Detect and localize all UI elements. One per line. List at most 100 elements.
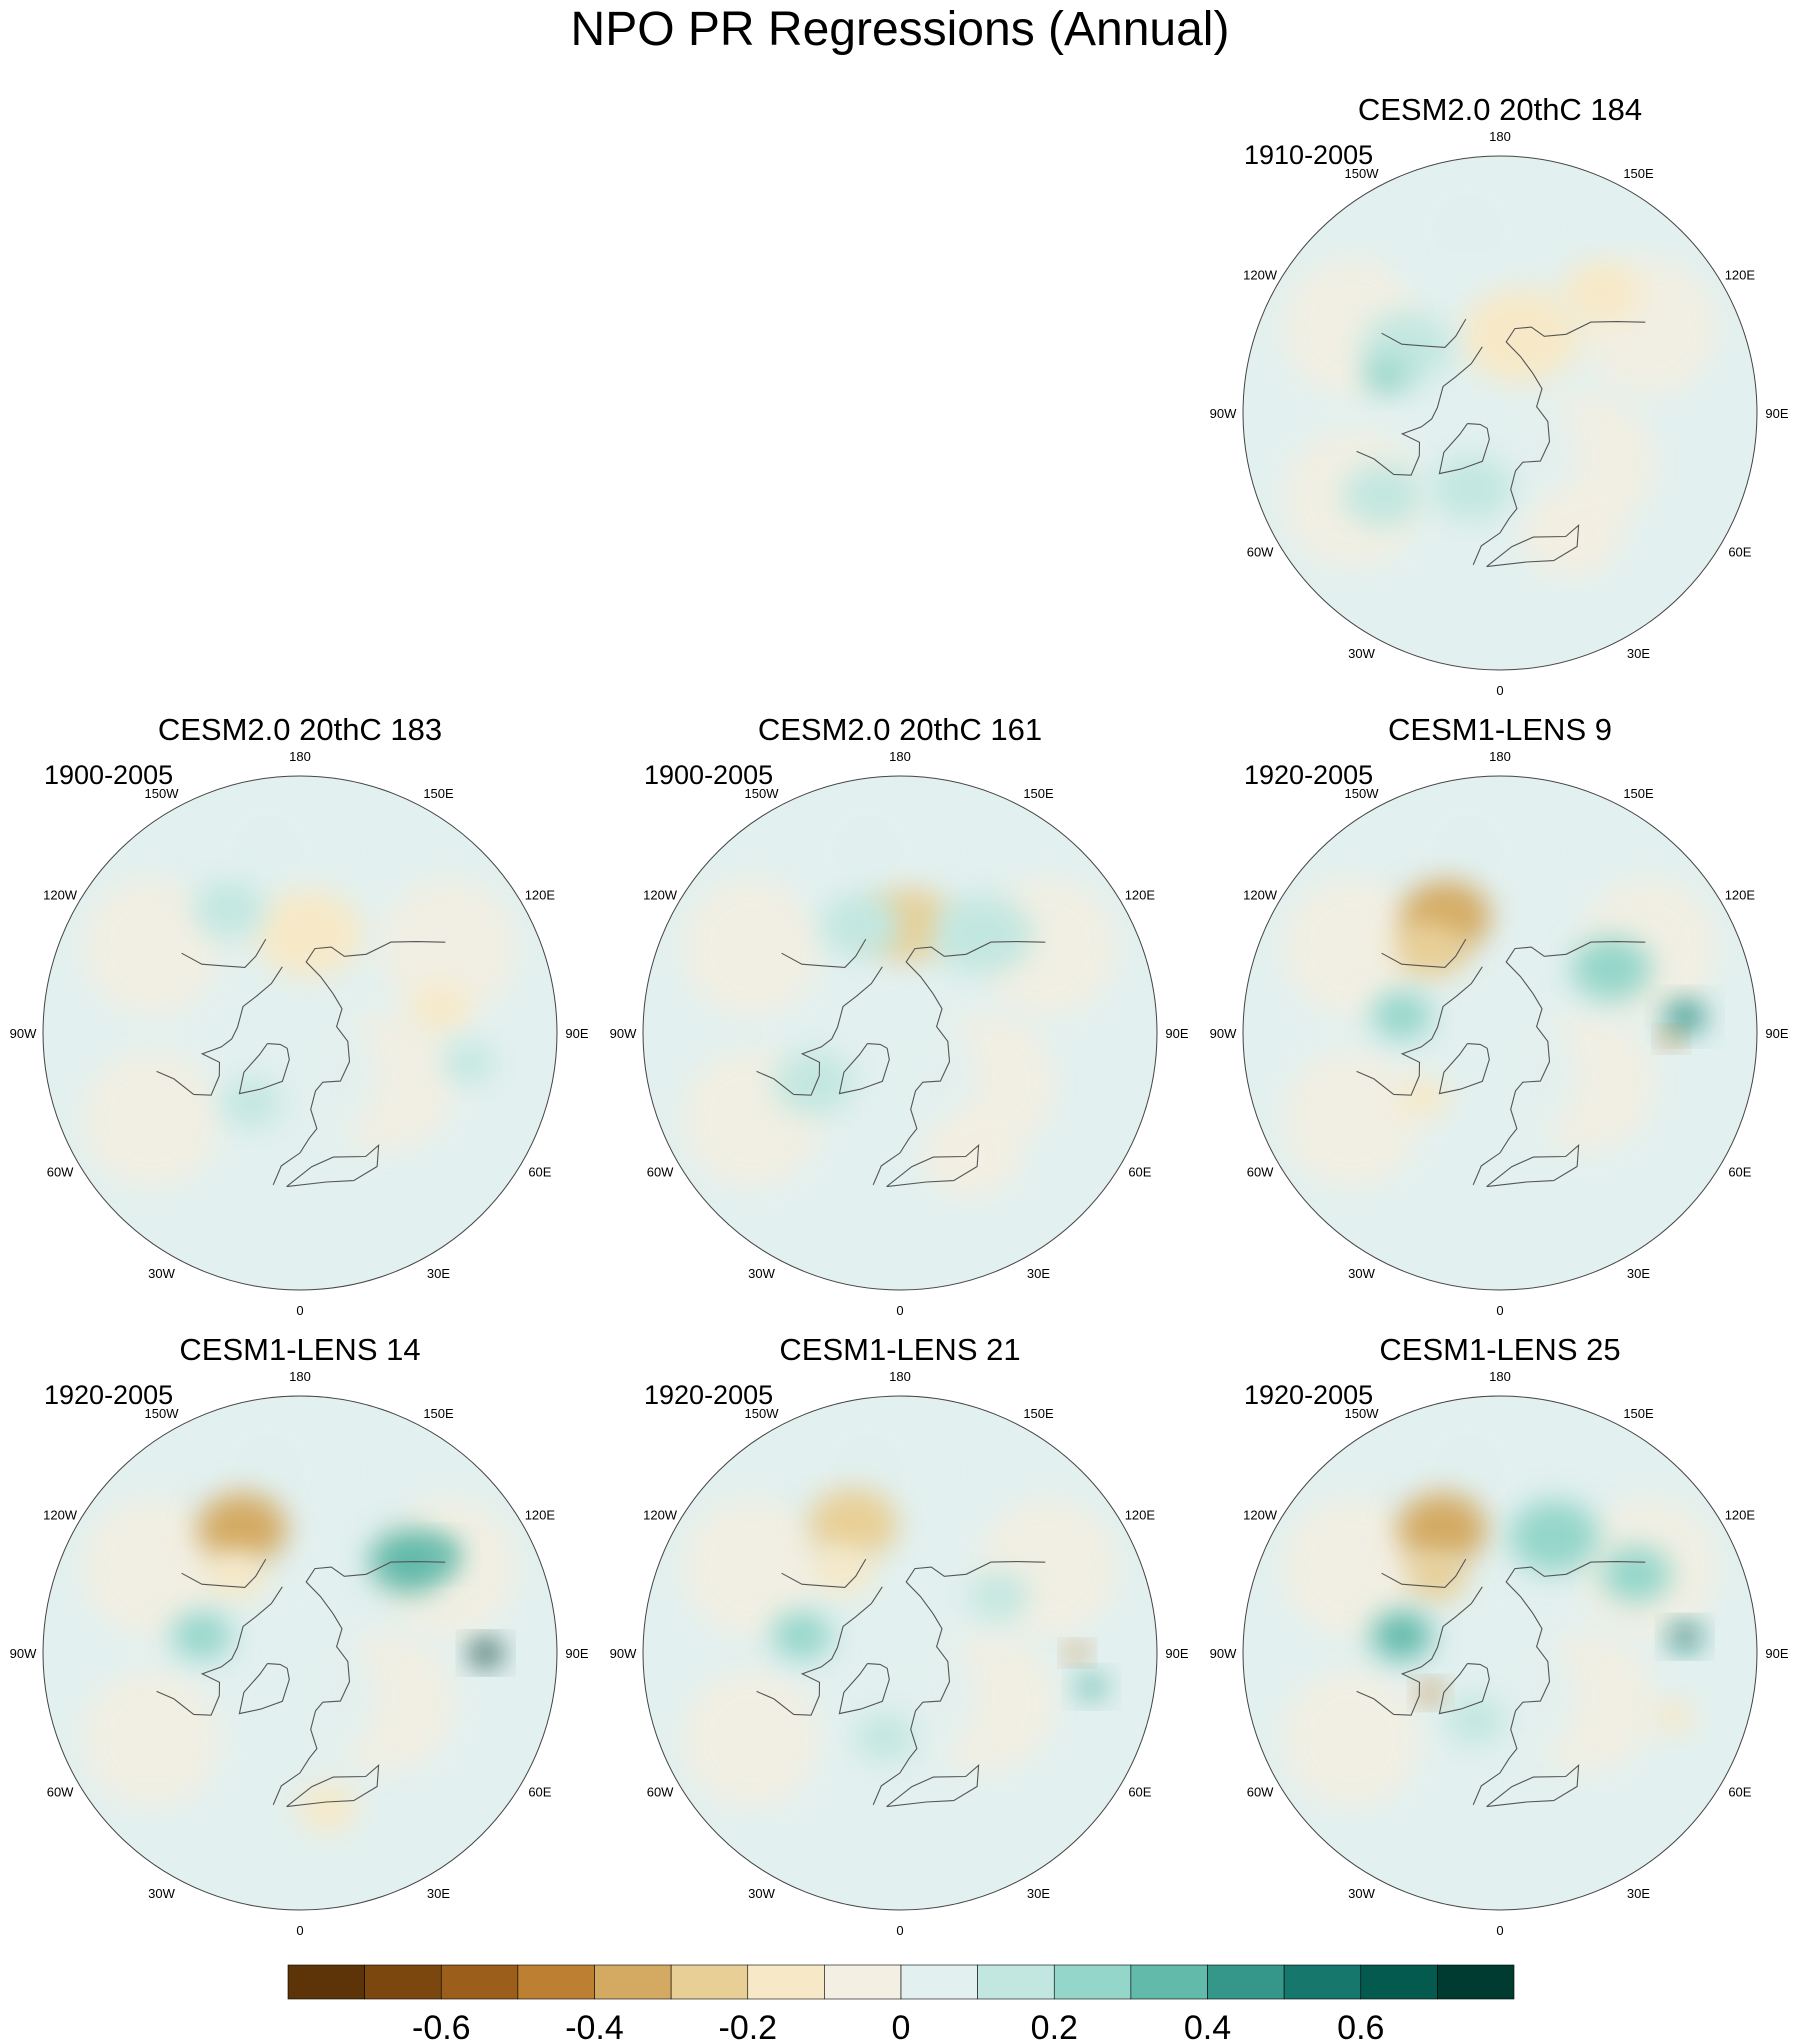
anomaly-blob	[1397, 1492, 1488, 1565]
coastline	[1472, 1561, 1646, 1806]
longitude-label: 30W	[1348, 1886, 1375, 1901]
anomaly-blob	[1571, 936, 1652, 1001]
anomaly-blob	[1398, 1077, 1449, 1118]
coastline	[1356, 966, 1483, 1096]
anomaly-blob	[773, 1050, 854, 1115]
longitude-label: 30W	[1348, 646, 1375, 661]
longitude-label: 60W	[1247, 545, 1274, 560]
longitude-label: 150W	[745, 786, 780, 801]
longitude-label: 90E	[1765, 1646, 1788, 1661]
longitude-label: 0	[296, 1303, 303, 1318]
anomaly-blob	[1560, 260, 1641, 325]
anomaly-blob	[1664, 1000, 1705, 1033]
map-border	[42, 1395, 558, 1911]
field-patch	[81, 1048, 222, 1189]
longitude-label: 150E	[1023, 1406, 1054, 1421]
map-panel-lens14: CESM1-LENS 14 1920-2005 180 150E 120E 90E 60E 3…	[10, 1332, 589, 1952]
longitude-label: 60W	[647, 1165, 674, 1180]
colorbar-bin	[1283, 1964, 1362, 2000]
panel-title: CESM2.0 20thC 184	[1357, 92, 1643, 127]
longitude-label: 30W	[748, 1886, 775, 1901]
panel-period: 1920-2005	[1244, 760, 1374, 790]
figure-title: NPO PR Regressions (Annual)	[570, 3, 1230, 56]
panel-title: CESM1-LENS 25	[1379, 1332, 1621, 1367]
map-panel-p184: CESM2.0 20thC 184 1910-2005 180 150E 120E 90E…	[1210, 92, 1789, 712]
longitude-label: 60W	[1247, 1785, 1274, 1800]
colorbar-tick-label: -0.6	[412, 2009, 471, 2042]
map-border	[1242, 155, 1758, 671]
coastline	[156, 966, 283, 1096]
colorbar-tick-label: 0	[892, 2009, 911, 2042]
colorbar-bin	[517, 1964, 595, 2000]
coastline	[886, 1764, 980, 1808]
longitude-label: 150W	[1345, 1406, 1380, 1421]
longitude-label: 150W	[1345, 166, 1380, 181]
longitude-label: 60E	[1728, 1785, 1751, 1800]
anomaly-blob	[197, 1492, 288, 1565]
coastline	[781, 938, 867, 968]
longitude-label: 180	[1489, 749, 1511, 764]
longitude-label: 30E	[1627, 1266, 1650, 1281]
coastline	[1381, 318, 1467, 348]
colorbar-bin	[1207, 1964, 1285, 2000]
colorbar-bin	[364, 1964, 442, 2000]
anomaly-blob	[1509, 1500, 1600, 1573]
panel-title: CESM2.0 20thC 183	[157, 712, 443, 747]
longitude-label: 30W	[148, 1266, 175, 1281]
longitude-label: 90E	[1765, 1026, 1788, 1041]
panel-period: 1900-2005	[44, 760, 174, 790]
longitude-label: 60E	[528, 1785, 551, 1800]
longitude-label: 0	[296, 1923, 303, 1938]
longitude-label: 90E	[1165, 1026, 1188, 1041]
anomaly-blob	[1395, 921, 1466, 978]
coastline	[838, 1663, 890, 1715]
anomaly-blob	[193, 881, 264, 938]
longitude-label: 60E	[528, 1165, 551, 1180]
polar-map: 180 150E 120E 90E 60E 30E 0 30W 60W 90W 120W 150W	[10, 749, 589, 1318]
anomaly-blob	[1432, 456, 1513, 521]
anomaly-blob	[171, 1611, 232, 1660]
longitude-label: 120W	[43, 888, 78, 903]
map-panel-lens21: CESM1-LENS 21 1920-2005 180 150E 120E 90E 60E 3…	[610, 1332, 1189, 1952]
anomaly-blob	[205, 1552, 266, 1601]
longitude-label: 120E	[525, 1508, 556, 1523]
coastline	[756, 966, 883, 1096]
longitude-label: 150E	[1623, 1406, 1654, 1421]
anomaly-blob	[1669, 1624, 1700, 1649]
longitude-label: 30W	[748, 1266, 775, 1281]
anomaly-blob	[932, 894, 1033, 975]
anomaly-blob	[1343, 462, 1424, 527]
anomaly-blob	[1521, 496, 1622, 577]
longitude-label: 0	[1496, 683, 1503, 698]
longitude-label: 0	[896, 1303, 903, 1318]
panel-period: 1920-2005	[1244, 1380, 1374, 1410]
anomaly-blob	[1371, 1611, 1432, 1660]
panel-title: CESM2.0 20thC 161	[757, 712, 1043, 747]
anomaly-blob	[1445, 1696, 1506, 1745]
longitude-label: 150E	[423, 1406, 454, 1421]
map-panel-p161: CESM2.0 20thC 161 1900-2005 180 150E 120E 90E…	[610, 712, 1189, 1332]
longitude-label: 60W	[647, 1785, 674, 1800]
longitude-label: 90E	[1165, 1646, 1188, 1661]
colorbar-tick-label: 0.4	[1184, 2009, 1231, 2042]
longitude-label: 90W	[10, 1646, 37, 1661]
coastline	[286, 1764, 380, 1808]
anomaly-blob	[1460, 287, 1581, 384]
longitude-label: 90W	[1210, 1026, 1237, 1041]
longitude-label: 60E	[1128, 1165, 1151, 1180]
coastline	[1356, 1586, 1483, 1716]
longitude-label: 150W	[745, 1406, 780, 1421]
longitude-label: 30E	[1027, 1886, 1050, 1901]
longitude-label: 150E	[1023, 786, 1054, 801]
colorbar-bin	[977, 1964, 1055, 2000]
longitude-label: 30W	[148, 1886, 175, 1901]
longitude-label: 60E	[1728, 545, 1751, 560]
longitude-label: 120W	[643, 1508, 678, 1523]
coastline	[238, 1043, 290, 1095]
longitude-label: 120E	[1125, 888, 1156, 903]
map-border	[1242, 1395, 1758, 1911]
coastline	[781, 1558, 867, 1588]
longitude-label: 150W	[145, 1406, 180, 1421]
longitude-label: 90W	[610, 1026, 637, 1041]
colorbar-bin	[440, 1964, 519, 2000]
